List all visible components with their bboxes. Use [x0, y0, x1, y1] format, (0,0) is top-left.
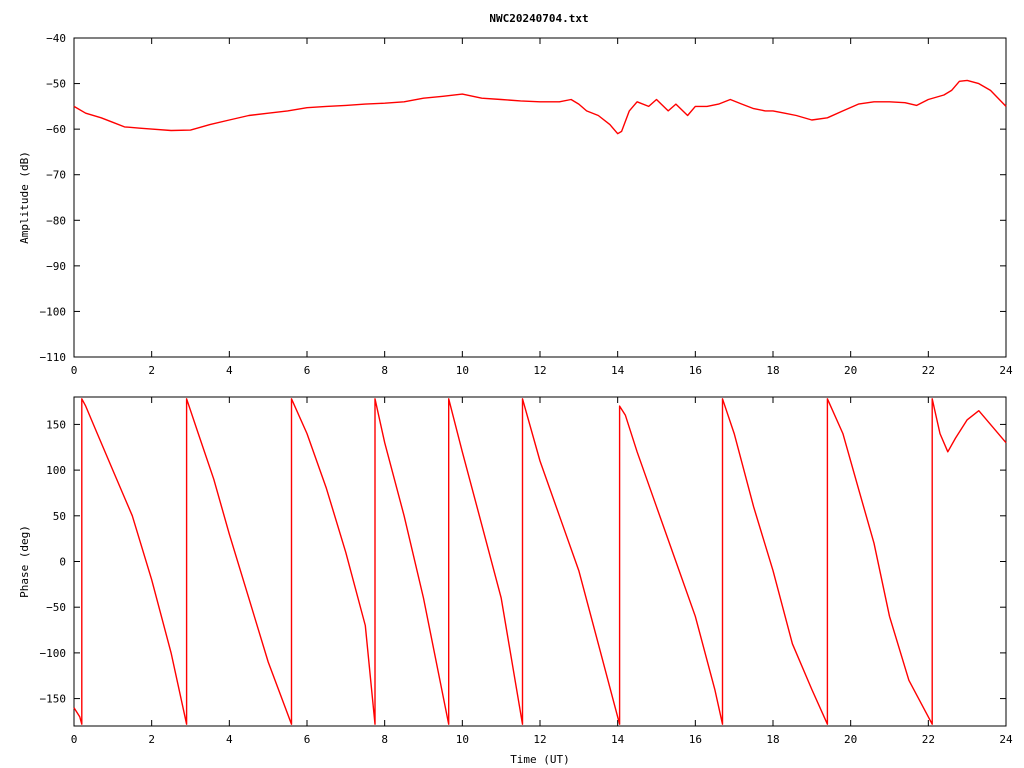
- amplitude-x-tick-label: 0: [71, 364, 78, 377]
- amplitude-x-tick-label: 2: [148, 364, 155, 377]
- phase-x-tick-label: 18: [766, 733, 779, 746]
- phase-x-tick-label: 0: [71, 733, 78, 746]
- amplitude-y-tick-label: −110: [40, 351, 67, 364]
- phase-x-tick-label: 6: [304, 733, 311, 746]
- phase-x-tick-label: 16: [689, 733, 702, 746]
- amplitude-x-tick-label: 24: [999, 364, 1013, 377]
- amplitude-y-tick-label: −80: [46, 214, 66, 227]
- amplitude-x-tick-label: 8: [381, 364, 388, 377]
- phase-y-tick-label: −150: [40, 693, 67, 706]
- amplitude-x-tick-label: 4: [226, 364, 233, 377]
- chart-title: NWC20240704.txt: [489, 12, 588, 25]
- phase-panel: 0 2 4 6 8 10 12 14 16 18 20 22 24−150−100−5005010015…: [18, 396, 1013, 766]
- amplitude-panel: 0 2 4 6 8 10 12 14 16 18 20 22 24−110−100−90−80−70−6…: [18, 32, 1013, 377]
- amplitude-y-axis-label: Amplitude (dB): [18, 151, 31, 244]
- amplitude-x-tick-label: 18: [766, 364, 779, 377]
- amplitude-y-tick-label: −60: [46, 123, 66, 136]
- amplitude-x-tick-label: 6: [304, 364, 311, 377]
- phase-y-tick-label: −100: [40, 647, 67, 660]
- amplitude-y-tick-label: −50: [46, 78, 66, 91]
- amplitude-x-tick-label: 22: [922, 364, 935, 377]
- amplitude-y-tick-label: −90: [46, 260, 66, 273]
- amplitude-x-tick-label: 16: [689, 364, 702, 377]
- phase-series-line: [73, 398, 1007, 725]
- phase-x-tick-label: 20: [844, 733, 857, 746]
- phase-x-tick-label: 8: [381, 733, 388, 746]
- phase-y-tick-label: 0: [59, 556, 66, 569]
- phase-x-tick-label: 12: [533, 733, 546, 746]
- amplitude-x-tick-label: 14: [611, 364, 625, 377]
- amplitude-y-tick-label: −100: [40, 305, 67, 318]
- phase-x-tick-label: 10: [456, 733, 469, 746]
- phase-y-axis-label: Phase (deg): [18, 525, 31, 598]
- phase-y-tick-label: 150: [46, 418, 66, 431]
- phase-y-tick-label: −50: [46, 601, 66, 614]
- amplitude-x-tick-label: 20: [844, 364, 857, 377]
- amplitude-y-tick-label: −40: [46, 32, 66, 45]
- phase-x-tick-label: 2: [148, 733, 155, 746]
- phase-x-tick-label: 22: [922, 733, 935, 746]
- amplitude-x-tick-label: 12: [533, 364, 546, 377]
- phase-y-tick-label: 100: [46, 464, 66, 477]
- phase-x-tick-label: 24: [999, 733, 1013, 746]
- phase-x-axis-label: Time (UT): [510, 753, 570, 766]
- amplitude-y-tick-label: −70: [46, 169, 66, 182]
- phase-y-tick-label: 50: [53, 510, 66, 523]
- amplitude-x-tick-label: 10: [456, 364, 469, 377]
- phase-x-tick-label: 4: [226, 733, 233, 746]
- amplitude-series-line: [73, 79, 1007, 135]
- phase-x-tick-label: 14: [611, 733, 625, 746]
